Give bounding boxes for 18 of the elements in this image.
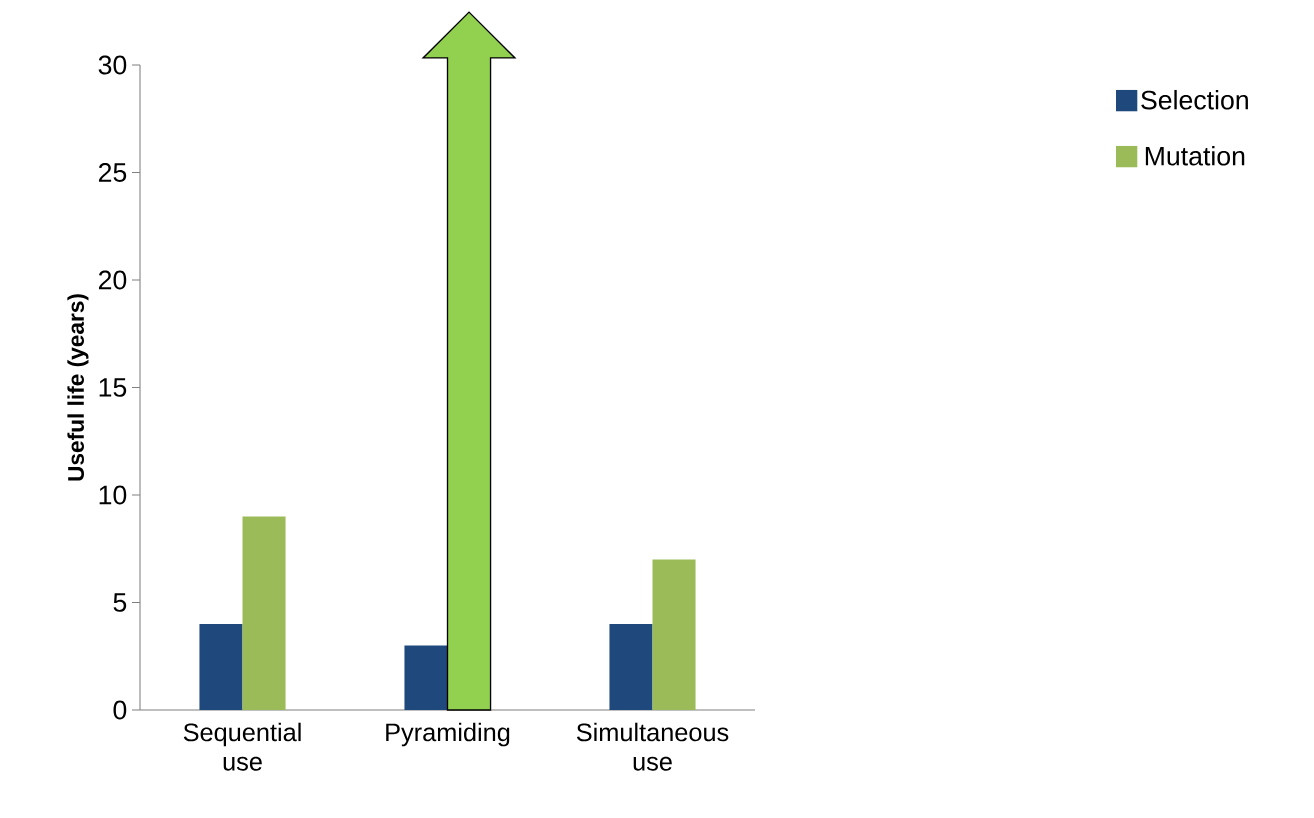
y-tick-label: 15 bbox=[99, 378, 127, 397]
y-tick-label: 10 bbox=[99, 485, 127, 505]
y-axis-title: Useful life (years) bbox=[67, 294, 89, 481]
bar bbox=[404, 645, 448, 710]
bar bbox=[242, 516, 286, 710]
x-tick-label: Sequential use bbox=[183, 722, 301, 771]
y-tick-label: 0 bbox=[113, 700, 127, 720]
x-tick-label: Simultaneous use bbox=[576, 722, 729, 771]
y-tick-label: 30 bbox=[98, 55, 127, 75]
y-tick-label: 5 bbox=[113, 593, 127, 612]
y-tick-label: 20 bbox=[98, 270, 127, 290]
bar bbox=[652, 559, 696, 710]
legend-label: Mutation bbox=[1145, 145, 1245, 166]
x-tick-label: Pyramiding bbox=[386, 722, 510, 747]
bar bbox=[199, 624, 243, 710]
bar bbox=[609, 624, 653, 710]
y-tick-label: 25 bbox=[98, 163, 127, 182]
legend-label: Selection bbox=[1141, 89, 1248, 110]
